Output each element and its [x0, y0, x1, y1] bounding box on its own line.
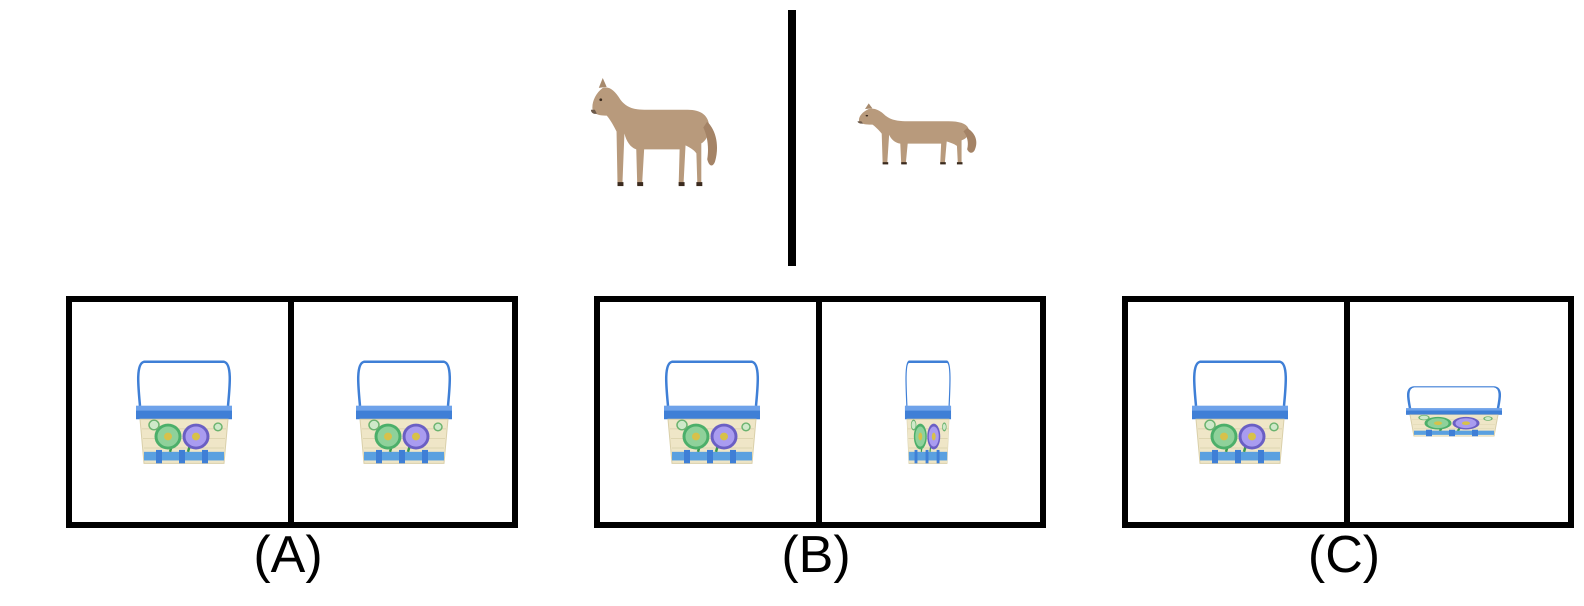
- horse-icon: [585, 72, 723, 196]
- panel-divider: [288, 302, 294, 522]
- option-a-label: (A): [253, 526, 323, 584]
- panel-divider: [816, 302, 822, 522]
- option-c-panel[interactable]: [1122, 296, 1574, 528]
- panel-divider: [1344, 302, 1350, 522]
- basket-icon: [1404, 384, 1504, 440]
- basket-icon: [354, 356, 454, 471]
- basket-icon: [1190, 356, 1290, 471]
- option-b-panel[interactable]: [594, 296, 1046, 528]
- reference-divider: [788, 10, 796, 266]
- basket-icon: [134, 356, 234, 471]
- basket-icon: [662, 356, 762, 471]
- option-a-panel[interactable]: [66, 296, 518, 528]
- option-b-label: (B): [781, 526, 851, 584]
- basket-icon: [904, 356, 952, 471]
- horse-icon: [852, 100, 982, 170]
- option-c-label: (C): [1307, 526, 1381, 584]
